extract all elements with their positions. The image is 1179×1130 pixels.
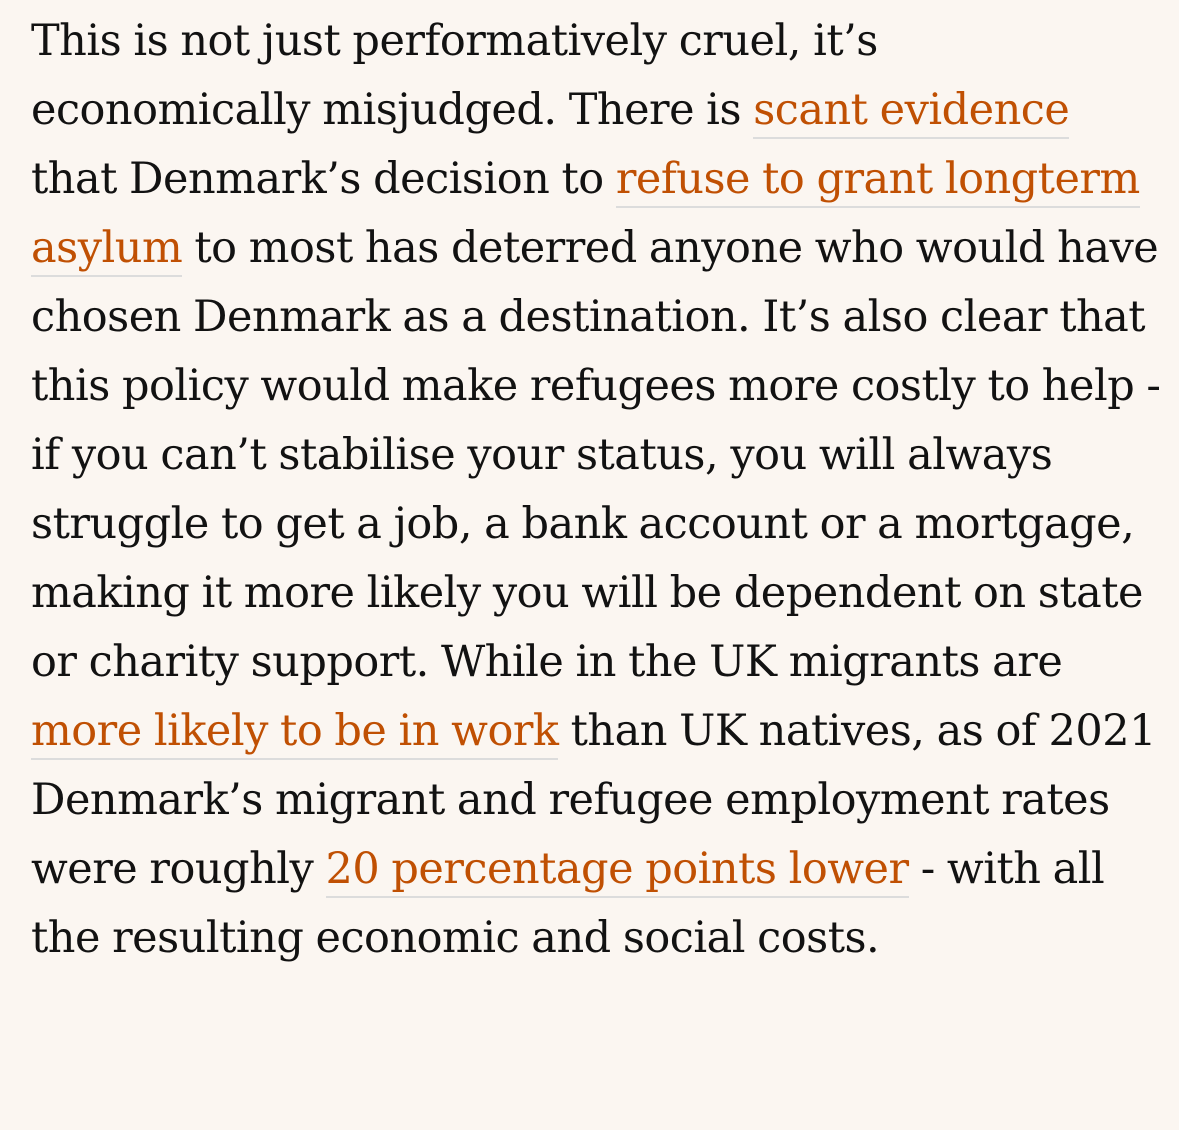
- migrants-in-work-link[interactable]: more likely to be in work: [31, 706, 559, 760]
- paragraph-text: than UK natives, as of 2021 Denmark’s mi…: [31, 706, 1156, 894]
- article-paragraph: This is not just performatively cruel, i…: [31, 0, 1161, 973]
- paragraph-text: This is not just performatively cruel, i…: [31, 16, 878, 135]
- paragraph-text: to most has deterred anyone who would ha…: [31, 223, 1161, 687]
- refuse-asylum-link[interactable]: refuse to grant longterm asylum: [31, 154, 1140, 277]
- percentage-points-lower-link[interactable]: 20 percentage points lower: [325, 844, 909, 898]
- paragraph-text: - with all the resulting economic and so…: [31, 844, 1105, 963]
- paragraph-text: that Denmark’s decision to: [31, 154, 616, 204]
- scant-evidence-link[interactable]: scant evidence: [753, 85, 1070, 139]
